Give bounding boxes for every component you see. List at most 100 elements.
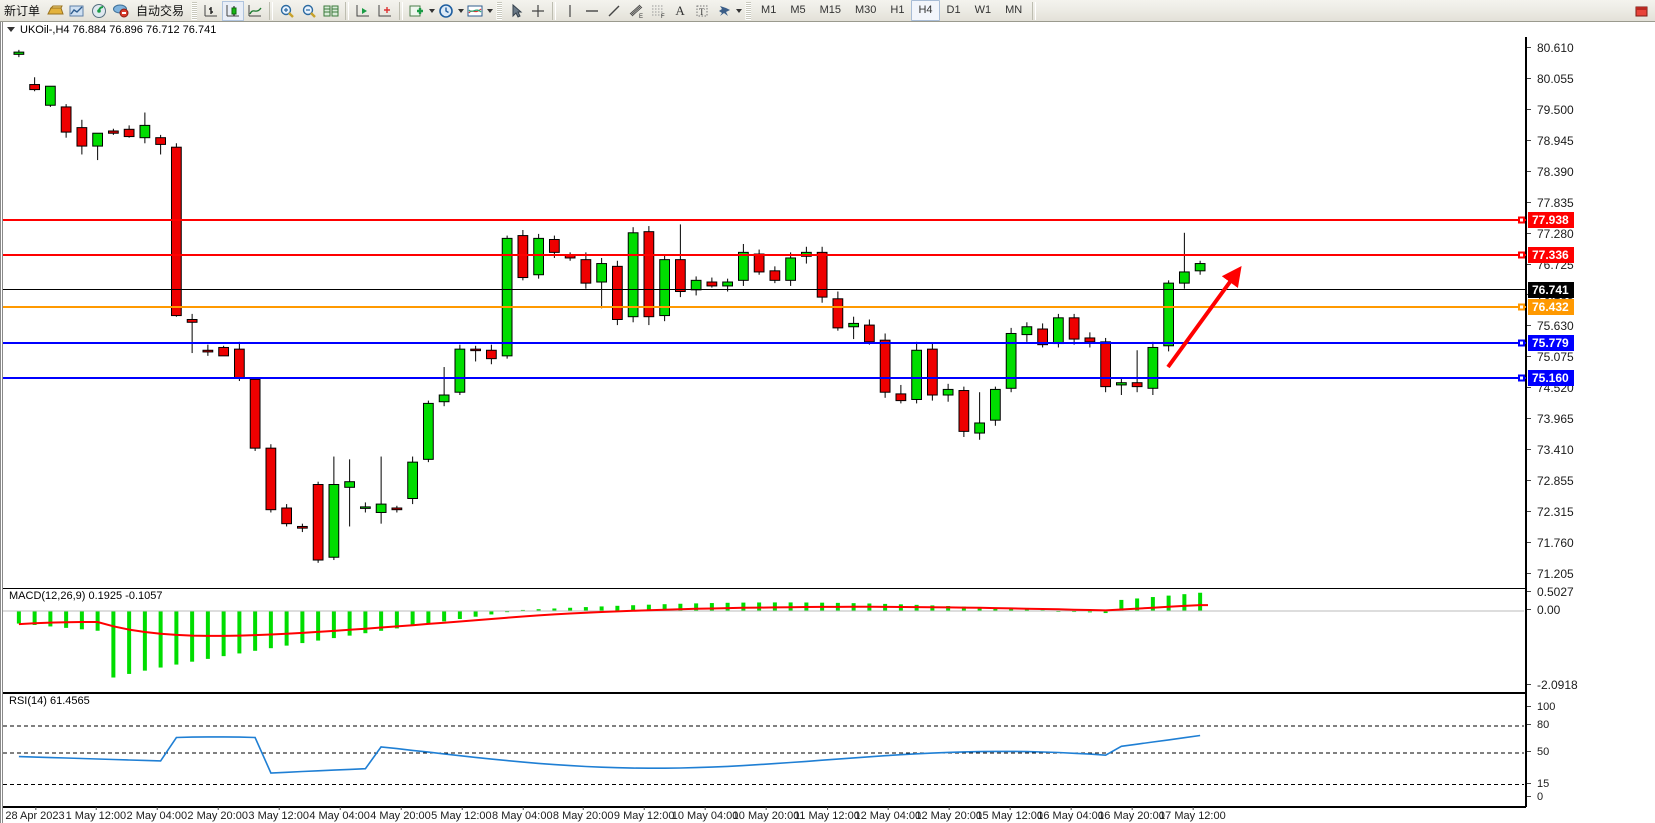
price-tick: 80.055 bbox=[1527, 73, 1574, 85]
price-level-label-bid[interactable]: 76.741 bbox=[1528, 282, 1574, 298]
price-tick: 80.610 bbox=[1527, 42, 1574, 54]
time-tick: 10 May 20:00 bbox=[732, 807, 800, 822]
chevron-down-icon[interactable] bbox=[736, 8, 743, 13]
chart-menu-icon[interactable] bbox=[7, 27, 15, 32]
bar-chart-icon[interactable] bbox=[200, 1, 222, 21]
horizontal-line-icon[interactable] bbox=[581, 1, 603, 21]
macd-tick: -2.0918 bbox=[1527, 679, 1578, 691]
timeframe-d1[interactable]: D1 bbox=[946, 4, 961, 16]
zoom-out-icon[interactable] bbox=[298, 1, 320, 21]
data-window-icon[interactable] bbox=[66, 1, 88, 21]
new-order-button[interactable]: 新订单 bbox=[4, 3, 41, 18]
macd-tick: 0.00 bbox=[1527, 604, 1560, 616]
chevron-down-icon[interactable] bbox=[458, 8, 465, 13]
svg-text:F: F bbox=[661, 14, 665, 19]
timeframe-h4[interactable]: H4 bbox=[911, 0, 940, 21]
price-tick: 77.280 bbox=[1527, 228, 1574, 240]
chart-shift-icon[interactable] bbox=[374, 1, 396, 21]
price-level-label-support[interactable]: 75.779 bbox=[1528, 335, 1574, 351]
level-handle[interactable] bbox=[1518, 339, 1525, 347]
restore-window-icon[interactable] bbox=[1631, 1, 1653, 21]
price-tick: 71.760 bbox=[1527, 537, 1574, 549]
svg-text:E: E bbox=[639, 14, 643, 19]
time-tick: 2 May 04:00 bbox=[126, 807, 188, 822]
time-tick: 2 May 20:00 bbox=[187, 807, 248, 822]
main-toolbar: 新订单 自动交易 bbox=[0, 0, 1655, 22]
timeframe-h1[interactable]: H1 bbox=[890, 4, 905, 16]
price-tick: 72.855 bbox=[1527, 475, 1574, 487]
level-line-order[interactable] bbox=[3, 303, 1526, 311]
add-indicator-icon[interactable] bbox=[406, 1, 428, 21]
toolbar-separator bbox=[552, 1, 557, 20]
price-level-label-resistance[interactable]: 77.336 bbox=[1528, 247, 1574, 263]
toolbar-separator bbox=[1032, 1, 1037, 20]
templates-icon[interactable] bbox=[464, 1, 486, 21]
toolbar-grip[interactable] bbox=[191, 1, 198, 20]
text-box-icon[interactable]: T bbox=[691, 1, 713, 21]
time-tick: 4 May 04:00 bbox=[309, 807, 370, 822]
auto-scroll-icon[interactable] bbox=[352, 1, 374, 21]
timeframe-m15[interactable]: M15 bbox=[819, 4, 841, 16]
timeframe-m1[interactable]: M1 bbox=[761, 4, 777, 16]
level-handle[interactable] bbox=[1518, 303, 1525, 311]
price-level-label-order[interactable]: 76.432 bbox=[1528, 299, 1574, 315]
toolbar-right-group bbox=[1631, 1, 1655, 21]
chart-title: UKOil-,H4 76.884 76.896 76.712 76.741 bbox=[20, 23, 217, 36]
line-chart-icon[interactable] bbox=[244, 1, 266, 21]
gold-bar-icon[interactable] bbox=[44, 1, 66, 21]
level-handle[interactable] bbox=[1518, 216, 1525, 224]
fibonacci-icon[interactable]: F bbox=[647, 1, 669, 21]
grid-icon[interactable] bbox=[320, 1, 342, 21]
price-axis[interactable]: 80.610 80.055 79.500 78.945 78.390 77.835 77.2… bbox=[1526, 37, 1655, 807]
text-label-icon[interactable]: A bbox=[675, 2, 685, 18]
period-icon[interactable] bbox=[435, 1, 457, 21]
cursor-icon[interactable] bbox=[505, 1, 527, 21]
time-tick: 15 May 12:00 bbox=[976, 807, 1044, 822]
chevron-down-icon[interactable] bbox=[429, 8, 436, 13]
price-level-label-support[interactable]: 75.160 bbox=[1528, 370, 1574, 386]
rsi-tick: 0 bbox=[1527, 791, 1543, 803]
price-level-label-resistance[interactable]: 77.938 bbox=[1528, 212, 1574, 228]
navigator-icon[interactable] bbox=[88, 1, 110, 21]
rsi-pane[interactable]: RSI(14) 61.4565 bbox=[3, 693, 1526, 807]
objects-icon[interactable] bbox=[713, 1, 735, 21]
timeframe-mn[interactable]: MN bbox=[1005, 4, 1023, 16]
equidistant-channel-icon[interactable]: E bbox=[625, 1, 647, 21]
vertical-line-icon[interactable] bbox=[559, 1, 581, 21]
zoom-in-icon[interactable] bbox=[276, 1, 298, 21]
macd-label: MACD(12,26,9) 0.1925 -0.1057 bbox=[7, 590, 165, 602]
level-handle[interactable] bbox=[1518, 374, 1525, 382]
level-line-resistance-2[interactable] bbox=[3, 251, 1526, 259]
candlestick-series bbox=[13, 49, 1206, 563]
timeframe-m30[interactable]: M30 bbox=[855, 4, 877, 16]
trendline-icon[interactable] bbox=[603, 1, 625, 21]
price-pane[interactable] bbox=[3, 37, 1526, 588]
crosshair-icon[interactable] bbox=[527, 1, 549, 21]
level-handle[interactable] bbox=[1518, 251, 1525, 259]
time-tick: 8 May 04:00 bbox=[492, 807, 553, 822]
candlestick-chart-icon[interactable] bbox=[222, 0, 245, 21]
autotrade-icon[interactable] bbox=[110, 1, 132, 21]
time-tick: 16 May 04:00 bbox=[1037, 807, 1104, 822]
level-line-resistance-1[interactable] bbox=[3, 216, 1526, 224]
time-tick: 17 May 12:00 bbox=[1159, 807, 1226, 822]
price-tick: 72.315 bbox=[1527, 506, 1574, 518]
chevron-down-icon[interactable] bbox=[487, 8, 494, 13]
toolbar-grip[interactable] bbox=[745, 1, 752, 20]
rsi-series bbox=[3, 725, 1524, 785]
macd-pane[interactable]: MACD(12,26,9) 0.1925 -0.1057 bbox=[3, 588, 1526, 693]
time-axis[interactable]: 28 Apr 2023 1 May 12:00 2 May 04:00 2 May 2… bbox=[3, 807, 1526, 823]
trend-arrow-annotation[interactable] bbox=[3, 37, 1526, 588]
time-tick: 10 May 04:00 bbox=[671, 807, 739, 822]
toolbar-grip[interactable] bbox=[496, 1, 503, 20]
level-line-bid[interactable] bbox=[3, 289, 1526, 290]
level-line-support-1[interactable] bbox=[3, 339, 1526, 347]
time-tick: 4 May 20:00 bbox=[370, 807, 431, 822]
timeframe-w1[interactable]: W1 bbox=[974, 4, 992, 16]
price-tick: 75.630 bbox=[1527, 320, 1574, 332]
timeframe-m5[interactable]: M5 bbox=[790, 4, 806, 16]
level-line-support-2[interactable] bbox=[3, 374, 1526, 382]
rsi-label: RSI(14) 61.4565 bbox=[7, 695, 92, 707]
rsi-tick: 15 bbox=[1527, 778, 1549, 790]
autotrade-button[interactable]: 自动交易 bbox=[136, 3, 185, 18]
